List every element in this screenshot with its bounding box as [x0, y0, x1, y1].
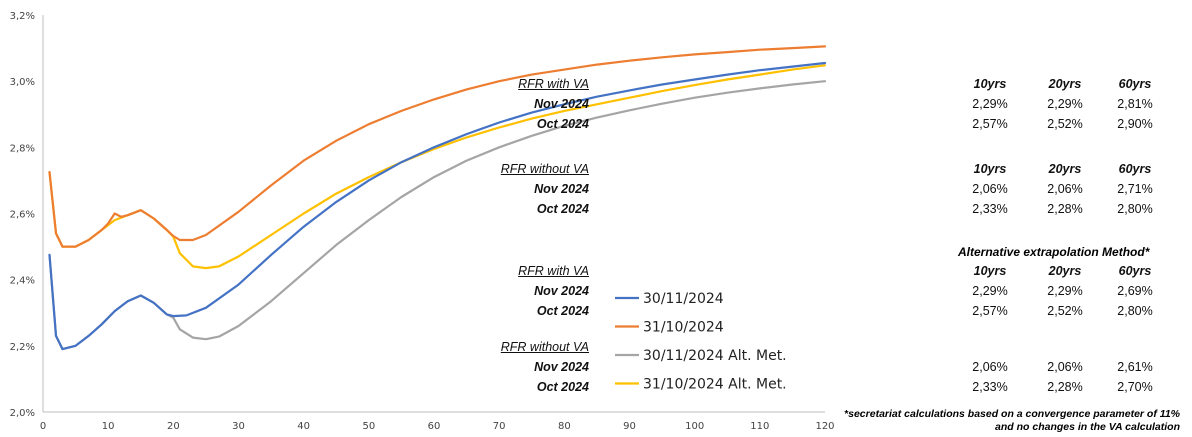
legend-label: 31/10/2024 — [643, 320, 724, 336]
x-tick-label: 60 — [428, 421, 441, 432]
col-20yrs: 20yrs — [1048, 162, 1082, 176]
x-tick-label: 90 — [623, 421, 636, 432]
col-20yrs: 20yrs — [1048, 77, 1082, 91]
cell-value: 2,57% — [972, 117, 1008, 131]
row-label: Oct 2024 — [536, 117, 589, 131]
y-tick-label: 2,4% — [10, 276, 35, 287]
series-line-3 — [48, 80, 827, 351]
cell-value: 2,06% — [1047, 182, 1083, 196]
cell-value: 2,28% — [1047, 380, 1083, 394]
legend-label: 31/10/2024 Alt. Met. — [643, 377, 787, 393]
legend-label: 30/11/2024 — [643, 291, 724, 307]
row-label: Nov 2024 — [534, 97, 589, 111]
cell-value: 2,90% — [1117, 117, 1153, 131]
series-line-2 — [48, 45, 827, 248]
row-label: Nov 2024 — [534, 360, 589, 374]
cell-value: 2,06% — [972, 182, 1008, 196]
col-60yrs: 60yrs — [1118, 264, 1152, 278]
cell-value: 2,52% — [1047, 117, 1083, 131]
x-tick-label: 30 — [232, 421, 245, 432]
col-60yrs: 60yrs — [1118, 77, 1152, 91]
y-tick-label: 2,6% — [10, 210, 35, 221]
alt-method-title: Alternative extrapolation Method* — [958, 245, 1150, 259]
x-tick-label: 10 — [102, 421, 115, 432]
y-tick-label: 2,8% — [10, 143, 35, 154]
chart-legend: 30/11/2024 31/10/2024 30/11/2024 Alt. Met.… — [615, 291, 787, 393]
footnote: *secretariat calculations based on a con… — [844, 408, 1180, 434]
cell-value: 2,69% — [1117, 284, 1153, 298]
cell-value: 2,29% — [972, 284, 1008, 298]
x-tick-label: 40 — [297, 421, 310, 432]
x-tick-label: 70 — [493, 421, 506, 432]
x-tick-label: 80 — [558, 421, 571, 432]
cell-value: 2,28% — [1047, 202, 1083, 216]
cell-value: 2,57% — [972, 304, 1008, 318]
y-tick-label: 2,0% — [10, 408, 35, 419]
table-title: RFR with VA — [518, 264, 589, 278]
col-60yrs: 60yrs — [1118, 162, 1152, 176]
tick-labels: 0 10 20 30 40 50 60 70 80 90 100 110 120 2,0% 2,2% 2,4%… — [10, 11, 835, 432]
x-tick-label: 0 — [40, 421, 46, 432]
y-tick-label: 3,2% — [10, 11, 35, 22]
col-10yrs: 10yrs — [973, 162, 1007, 176]
cell-value: 2,29% — [972, 97, 1008, 111]
cell-value: 2,81% — [1117, 97, 1153, 111]
cell-value: 2,70% — [1117, 380, 1153, 394]
x-tick-label: 50 — [362, 421, 375, 432]
cell-value: 2,33% — [972, 202, 1008, 216]
x-tick-label: 120 — [815, 421, 834, 432]
series-line-4 — [48, 64, 827, 270]
cell-value: 2,06% — [972, 360, 1008, 374]
cell-value: 2,29% — [1047, 284, 1083, 298]
cell-value: 2,33% — [972, 380, 1008, 394]
cell-value: 2,80% — [1117, 304, 1153, 318]
col-10yrs: 10yrs — [973, 264, 1007, 278]
x-tick-label: 20 — [167, 421, 180, 432]
cell-value: 2,52% — [1047, 304, 1083, 318]
table-title: RFR with VA — [518, 77, 589, 91]
cell-value: 2,80% — [1117, 202, 1153, 216]
y-tick-label: 2,2% — [10, 342, 35, 353]
cell-value: 2,71% — [1117, 182, 1153, 196]
cell-value: 2,06% — [1047, 360, 1083, 374]
table-title: RFR without VA — [500, 340, 589, 354]
legend-label: 30/11/2024 Alt. Met. — [643, 348, 787, 364]
row-label: Oct 2024 — [536, 202, 589, 216]
footnote-line-2: and no changes in the VA calculation — [995, 421, 1180, 433]
row-label: Nov 2024 — [534, 182, 589, 196]
col-10yrs: 10yrs — [973, 77, 1007, 91]
chart-axes — [42, 15, 825, 413]
series-lines — [48, 45, 827, 351]
row-label: Nov 2024 — [534, 284, 589, 298]
table-title: RFR without VA — [500, 162, 589, 176]
y-tick-label: 3,0% — [10, 77, 35, 88]
row-label: Oct 2024 — [536, 380, 589, 394]
series-line-1 — [48, 61, 827, 351]
x-tick-label: 110 — [750, 421, 769, 432]
row-label: Oct 2024 — [536, 304, 589, 318]
x-tick-label: 100 — [685, 421, 704, 432]
footnote-line-1: *secretariat calculations based on a con… — [844, 408, 1180, 420]
cell-value: 2,29% — [1047, 97, 1083, 111]
col-20yrs: 20yrs — [1048, 264, 1082, 278]
yield-curve-chart: 0 10 20 30 40 50 60 70 80 90 100 110 120 2,0% 2,2% 2,4%… — [10, 11, 835, 432]
cell-value: 2,61% — [1117, 360, 1153, 374]
